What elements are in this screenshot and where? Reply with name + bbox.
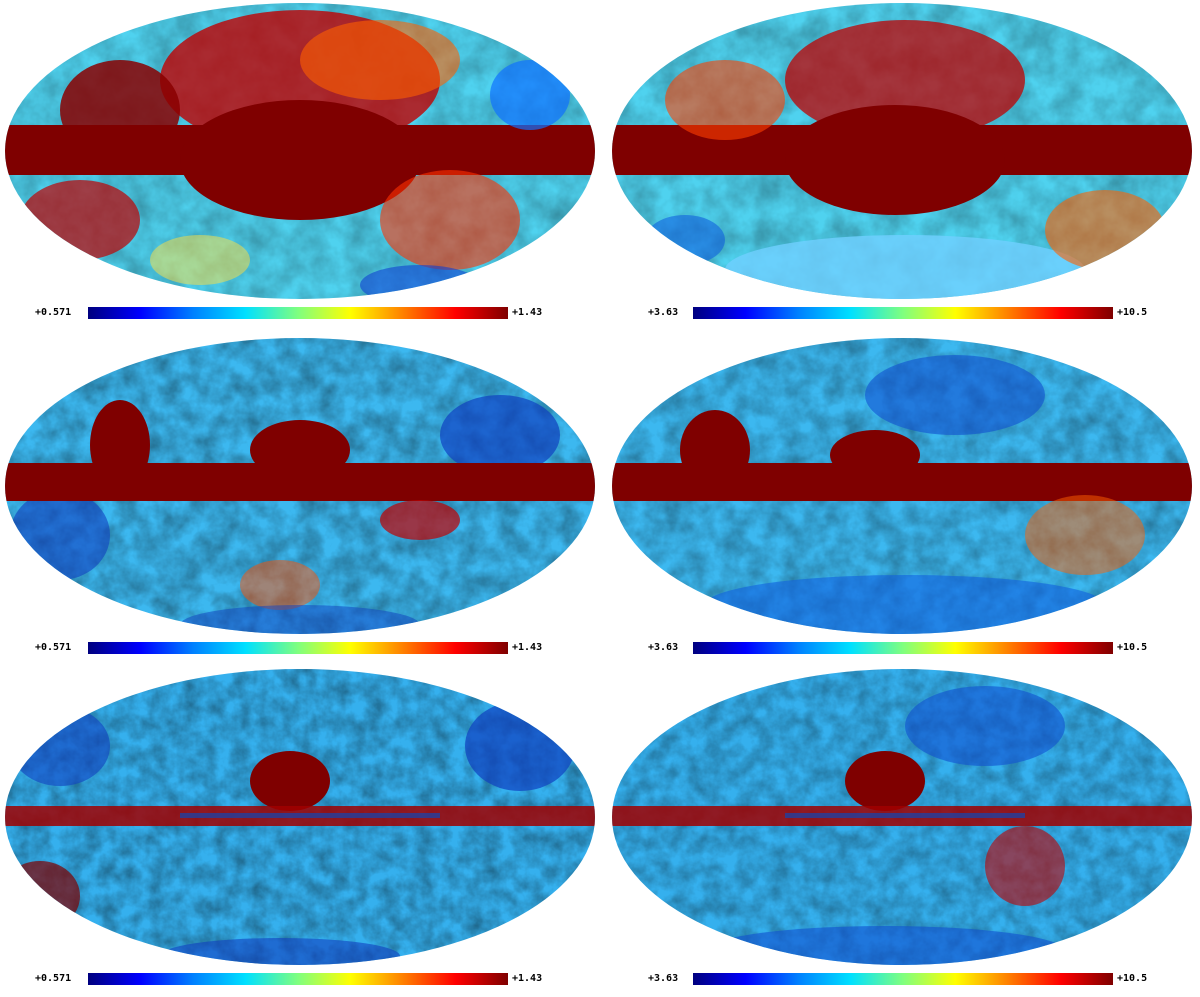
mollweide-sky-map [612,338,1192,634]
colorbar-max-label: +10.5 [1117,642,1148,653]
colorbar [693,307,1113,319]
colorbar-max-label: +1.43 [512,973,543,984]
colorbar [693,973,1113,985]
mollweide-sky-map [612,3,1192,299]
sky-map-panel-6: +3.63 +10.5 [605,666,1200,997]
colorbar-max-label: +1.43 [512,642,543,653]
colorbar [88,642,508,654]
sky-map-panel-2: +3.63 +10.5 [605,0,1200,331]
colorbar-min-label: +3.63 [648,307,679,318]
colorbar [88,307,508,319]
mollweide-sky-map [5,669,595,965]
colorbar-min-label: +0.571 [35,642,72,653]
colorbar-row: +0.571 +1.43 [0,971,600,991]
colorbar-row: +3.63 +10.5 [605,640,1200,660]
colorbar-max-label: +10.5 [1117,973,1148,984]
colorbar-row: +3.63 +10.5 [605,971,1200,991]
colorbar-row: +0.571 +1.43 [0,305,600,325]
colorbar [88,973,508,985]
colorbar-min-label: +0.571 [35,307,72,318]
sky-map-panel-5: +0.571 +1.43 [0,666,600,997]
mollweide-sky-map [612,669,1192,965]
mollweide-sky-map [5,338,595,634]
colorbar-row: +0.571 +1.43 [0,640,600,660]
colorbar-min-label: +0.571 [35,973,72,984]
colorbar-min-label: +3.63 [648,642,679,653]
sky-map-panel-1: +0.571 +1.43 [0,0,600,331]
sky-map-panel-4: +3.63 +10.5 [605,335,1200,666]
colorbar-row: +3.63 +10.5 [605,305,1200,325]
mollweide-sky-map [5,3,595,299]
colorbar-max-label: +1.43 [512,307,543,318]
colorbar-min-label: +3.63 [648,973,679,984]
sky-map-panel-3: +0.571 +1.43 [0,335,600,666]
colorbar [693,642,1113,654]
colorbar-max-label: +10.5 [1117,307,1148,318]
